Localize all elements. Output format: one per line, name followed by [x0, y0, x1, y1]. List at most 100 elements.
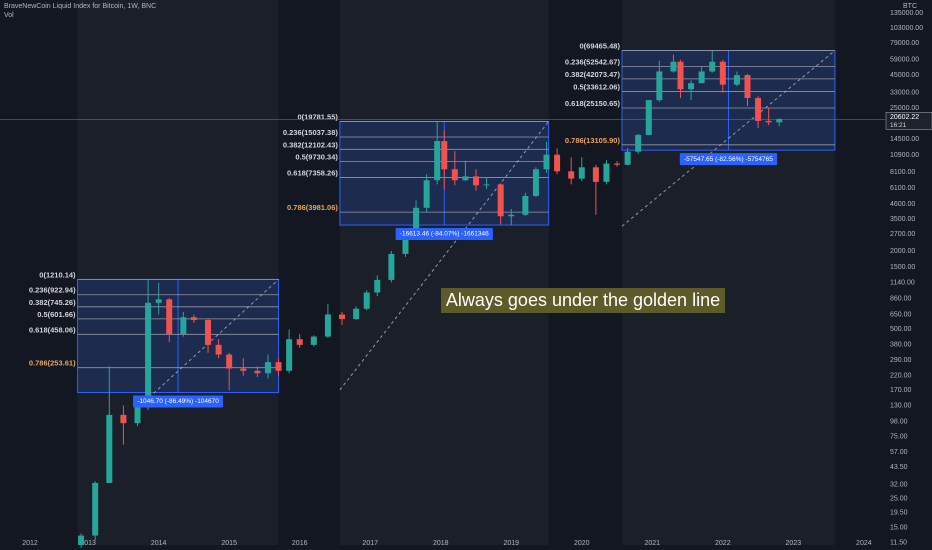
- fib-level-label: 0.786(253.61): [29, 359, 76, 368]
- candle-body: [755, 98, 762, 121]
- candle-body: [215, 344, 222, 355]
- candle-body: [296, 339, 303, 345]
- y-tick-label: 8100.00: [890, 169, 915, 176]
- y-tick-label: 380.00: [890, 342, 912, 349]
- candle-body: [434, 141, 441, 181]
- y-tick-label: 75.00: [890, 433, 908, 440]
- candle-body: [286, 339, 293, 371]
- y-tick-label: 57.00: [890, 449, 908, 456]
- candle-body: [508, 214, 515, 217]
- y-tick-label: 170.00: [890, 387, 912, 394]
- candle-body: [614, 163, 621, 165]
- candle-body: [441, 141, 448, 170]
- x-tick-label: 2022: [715, 540, 731, 547]
- y-tick-label: 290.00: [890, 357, 912, 364]
- candle-body: [78, 535, 85, 545]
- x-tick-label: 2019: [503, 540, 519, 547]
- annotation: Always goes under the golden line: [441, 288, 725, 313]
- candle-body: [472, 176, 479, 186]
- x-tick-label: 2024: [856, 540, 872, 547]
- fib-level-label: 0.5(9730.34): [295, 153, 338, 162]
- candle-body: [205, 319, 212, 345]
- candle-body: [670, 61, 677, 72]
- x-tick-label: 2016: [292, 540, 308, 547]
- candle-body: [733, 75, 740, 85]
- y-tick-label: 860.00: [890, 296, 912, 303]
- x-tick-label: 2018: [433, 540, 449, 547]
- y-tick-label: 19.50: [890, 509, 908, 516]
- candle-body: [698, 71, 705, 84]
- last-price-tag: [885, 111, 932, 130]
- candle-body: [120, 414, 127, 424]
- y-tick-label: 10900.00: [890, 152, 919, 159]
- y-axis-label: BTC: [903, 3, 917, 10]
- candle-body: [522, 195, 529, 215]
- candle-body: [166, 299, 173, 335]
- y-tick-label: 2700.00: [890, 231, 915, 238]
- candle-body: [353, 308, 360, 320]
- fib-layer: 0(1210.14) 0.236(922.94) 0.382(745.26) 0.5(…: [29, 0, 836, 545]
- y-tick-label: 2000.00: [890, 248, 915, 255]
- y-tick-label: 43.50: [890, 464, 908, 471]
- candle-body: [402, 234, 409, 254]
- y-tick-label: 32.00: [890, 482, 908, 489]
- y-tick-label: 3500.00: [890, 216, 915, 223]
- candle-body: [180, 317, 187, 335]
- y-tick-label: 15.00: [890, 524, 908, 531]
- chart-title: BraveNewCoin Liquid Index for Bitcoin, 1…: [4, 3, 156, 10]
- y-tick-label: 650.00: [890, 311, 912, 318]
- candle-body: [677, 61, 684, 90]
- candle-body: [543, 154, 550, 170]
- fib-level-label: 0.236(922.94): [29, 286, 76, 295]
- candle-body: [603, 163, 610, 182]
- candle-body: [568, 171, 575, 179]
- y-tick-label: 1500.00: [890, 264, 915, 271]
- fib-level-label: 0.786(13105.90): [565, 136, 621, 145]
- candle-body: [423, 180, 430, 208]
- candle-body: [624, 151, 631, 165]
- candle-body: [363, 292, 370, 309]
- y-tick-label: 4600.00: [890, 201, 915, 208]
- candle-body: [497, 184, 504, 217]
- candle-body: [413, 207, 420, 235]
- y-tick-label: 500.00: [890, 326, 912, 333]
- fib-level-label: 0.618(25150.65): [565, 99, 621, 108]
- y-tick-label: 220.00: [890, 373, 912, 380]
- candle-body: [275, 362, 282, 371]
- y-tick-label: 98.00: [890, 418, 908, 425]
- x-tick-label: 2012: [22, 540, 38, 547]
- y-tick-label: 130.00: [890, 402, 912, 409]
- candle-body: [765, 120, 772, 123]
- y-tick-label: 59000.00: [890, 57, 919, 64]
- y-tick-label: 25000.00: [890, 105, 919, 112]
- candle-body: [134, 405, 141, 424]
- candle-body: [240, 368, 247, 371]
- candle-body: [709, 61, 716, 72]
- y-tick-label: 135000.00: [890, 10, 923, 17]
- measure-label: -16613.46 (-84.07%) -1661346: [400, 231, 489, 238]
- x-tick-label: 2023: [786, 540, 802, 547]
- candle-body: [324, 314, 331, 337]
- fib-level-label: 0(1210.14): [39, 270, 76, 279]
- fib-level-label: 0.5(33612.06): [573, 83, 620, 92]
- candle-body: [264, 362, 271, 374]
- fib-level-label: 0.618(458.06): [29, 325, 76, 334]
- x-tick-label: 2013: [80, 540, 96, 547]
- y-tick-label: 14500.00: [890, 136, 919, 143]
- y-tick-label: 1140.00: [890, 280, 915, 287]
- fib-level-label: 0.5(601.66): [37, 310, 76, 319]
- fib-level-label: 0.236(15037.38): [283, 128, 339, 137]
- candle-body: [254, 370, 261, 374]
- candle-body: [656, 71, 663, 101]
- candle-body: [532, 169, 539, 196]
- fib-level-label: 0(19781.55): [297, 113, 338, 122]
- fib-level-label: 0.382(745.26): [29, 298, 76, 307]
- y-tick-label: 103000.00: [890, 25, 923, 32]
- fib-level-label: 0.382(42073.47): [565, 70, 621, 79]
- y-tick-label: 45000.00: [890, 72, 919, 79]
- candle-body: [462, 176, 469, 181]
- bear-band: [340, 0, 549, 545]
- candle-body: [388, 253, 395, 280]
- measure-label-bg: [133, 395, 224, 408]
